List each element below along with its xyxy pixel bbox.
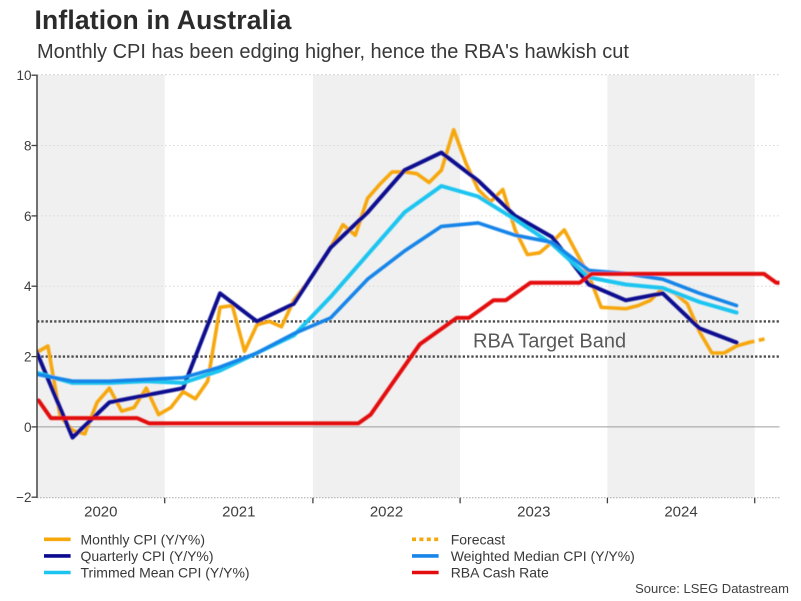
svg-text:2020: 2020 [84,504,117,521]
svg-text:0: 0 [24,420,32,435]
svg-text:RBA Cash Rate: RBA Cash Rate [451,565,549,581]
svg-text:6: 6 [24,209,32,224]
svg-text:2: 2 [24,350,32,365]
svg-text:2024: 2024 [664,504,697,521]
svg-text:4: 4 [24,279,32,294]
svg-text:8: 8 [24,138,32,153]
svg-text:Weighted Median CPI (Y/Y%): Weighted Median CPI (Y/Y%) [451,548,635,564]
svg-text:Quarterly CPI (Y/Y%): Quarterly CPI (Y/Y%) [81,548,214,564]
svg-text:Monthly CPI (Y/Y%): Monthly CPI (Y/Y%) [81,532,205,548]
svg-text:Forecast: Forecast [451,532,506,548]
svg-text:Source: LSEG Datastream: Source: LSEG Datastream [635,581,789,596]
svg-text:2021: 2021 [222,504,255,521]
svg-text:10: 10 [16,68,31,83]
svg-text:Trimmed Mean CPI (Y/Y%): Trimmed Mean CPI (Y/Y%) [81,565,250,581]
svg-text:−2: −2 [16,490,31,505]
svg-text:RBA Target Band: RBA Target Band [473,331,626,353]
svg-text:2022: 2022 [370,504,403,521]
svg-text:2023: 2023 [517,504,550,521]
